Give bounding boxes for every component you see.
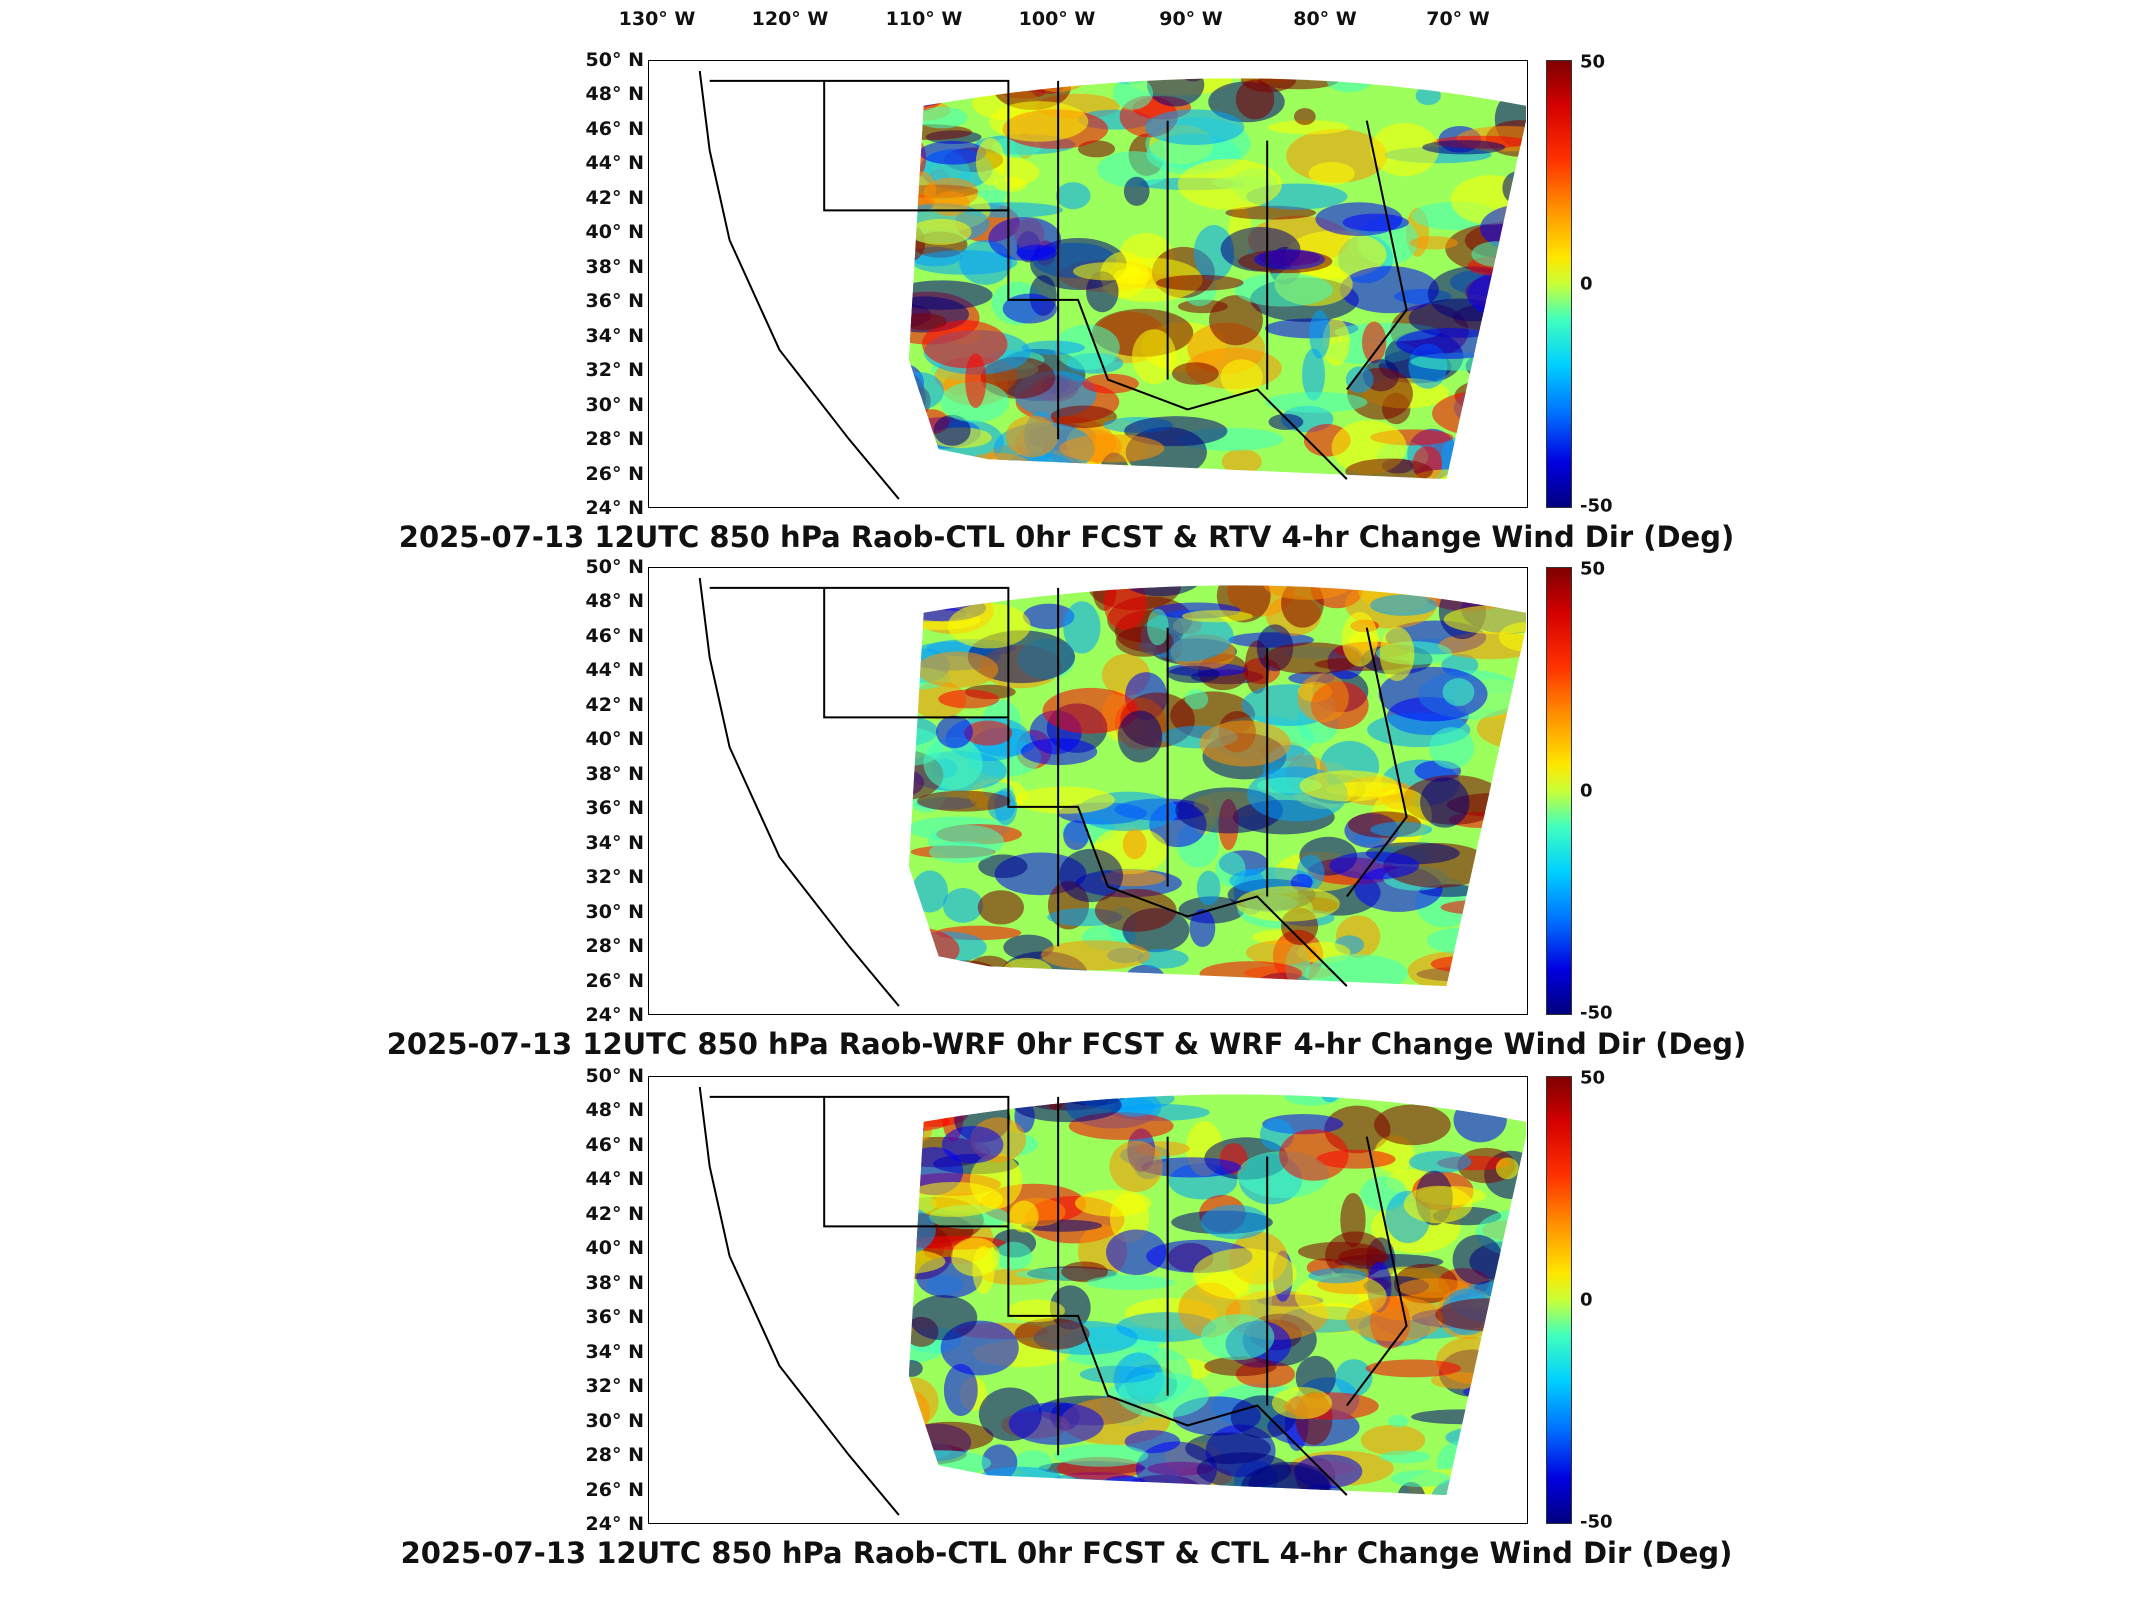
lat-label: 46° N [585,1133,644,1156]
lat-label: 28° N [585,428,644,451]
lat-label: 28° N [585,1444,644,1467]
lat-label: 42° N [585,693,644,716]
colorbar [1546,1076,1572,1524]
lat-label: 42° N [585,1202,644,1225]
lat-label: 34° N [585,1340,644,1363]
lon-label: 100° W [1018,8,1096,30]
colorbar-max-label: 50 [1580,1067,1606,1089]
lon-label: 130° W [618,8,696,30]
map-frame [648,60,1528,508]
colorbar [1546,60,1572,508]
lon-label: 90° W [1159,8,1223,30]
lat-label: 42° N [585,186,644,209]
lat-label: 44° N [585,152,644,175]
longitude-axis: 130° W 120° W 110° W 100° W 90° W 80° W … [0,0,2133,40]
latitude-axis: 50° N 48° N 46° N 44° N 42° N 40° N 38° N 36° N… [560,49,644,519]
colorbar [1546,567,1572,1015]
map-frame [648,1076,1528,1524]
wind-change-field [698,70,1527,500]
colorbar-mid-label: 0 [1580,780,1593,802]
lat-label: 30° N [585,1409,644,1432]
lon-label: 70° W [1426,8,1490,30]
lat-label: 32° N [585,1375,644,1398]
wind-change-field [698,1086,1527,1516]
state-boundaries [698,577,1408,1007]
colorbar-max-label: 50 [1580,558,1606,580]
panel-title: 2025-07-13 12UTC 850 hPa Raob-WRF 0hr FC… [386,1027,1747,1061]
lat-label: 34° N [585,324,644,347]
lat-label: 36° N [585,797,644,820]
lat-label: 38° N [585,255,644,278]
lat-label: 24° N [585,1513,644,1535]
map-frame [648,567,1528,1015]
lat-label: 24° N [585,1004,644,1026]
lat-label: 48° N [585,590,644,613]
colorbar-min-label: -50 [1580,1511,1613,1533]
lon-label: 80° W [1293,8,1357,30]
lat-label: 44° N [585,659,644,682]
lat-label: 46° N [585,117,644,140]
lat-label: 50° N [585,556,644,578]
lat-label: 24° N [585,497,644,519]
lat-label: 38° N [585,762,644,785]
lat-label: 36° N [585,1306,644,1329]
lat-label: 28° N [585,935,644,958]
lat-label: 30° N [585,393,644,416]
lon-label: 110° W [885,8,963,30]
lat-label: 48° N [585,1099,644,1122]
colorbar-min-label: -50 [1580,1002,1613,1024]
colorbar-mid-label: 0 [1580,273,1593,295]
lat-label: 48° N [585,83,644,106]
latitude-axis: 50° N 48° N 46° N 44° N 42° N 40° N 38° N 36° N… [560,556,644,1026]
lat-label: 40° N [585,221,644,244]
latitude-axis: 50° N 48° N 46° N 44° N 42° N 40° N 38° N 36° N… [560,1065,644,1535]
lat-label: 32° N [585,359,644,382]
lat-label: 36° N [585,290,644,313]
colorbar-min-label: -50 [1580,495,1613,517]
lat-label: 46° N [585,624,644,647]
lat-label: 44° N [585,1168,644,1191]
wind-change-field [698,577,1527,1007]
panel-title: 2025-07-13 12UTC 850 hPa Raob-CTL 0hr FC… [400,1536,1733,1570]
lat-label: 40° N [585,728,644,751]
lat-label: 26° N [585,1478,644,1501]
lat-label: 34° N [585,831,644,854]
colorbar-mid-label: 0 [1580,1289,1593,1311]
state-boundaries [698,1086,1408,1516]
lat-label: 32° N [585,866,644,889]
lat-label: 40° N [585,1237,644,1260]
lat-label: 50° N [585,49,644,71]
lat-label: 26° N [585,969,644,992]
colorbar-max-label: 50 [1580,51,1606,73]
panel-title: 2025-07-13 12UTC 850 hPa Raob-CTL 0hr FC… [398,520,1735,554]
lat-label: 38° N [585,1271,644,1294]
state-boundaries [698,70,1408,500]
lat-label: 30° N [585,900,644,923]
lon-label: 120° W [751,8,829,30]
lat-label: 50° N [585,1065,644,1087]
lat-label: 26° N [585,462,644,485]
